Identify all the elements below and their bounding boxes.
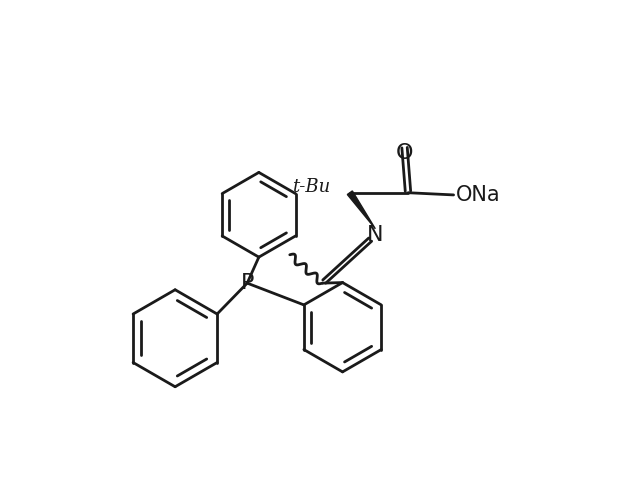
Text: P: P (241, 273, 255, 293)
Text: ONa: ONa (456, 185, 500, 205)
Text: t-Bu: t-Bu (292, 178, 331, 196)
Text: O: O (396, 143, 413, 163)
Text: N: N (367, 225, 383, 245)
Polygon shape (348, 191, 375, 229)
